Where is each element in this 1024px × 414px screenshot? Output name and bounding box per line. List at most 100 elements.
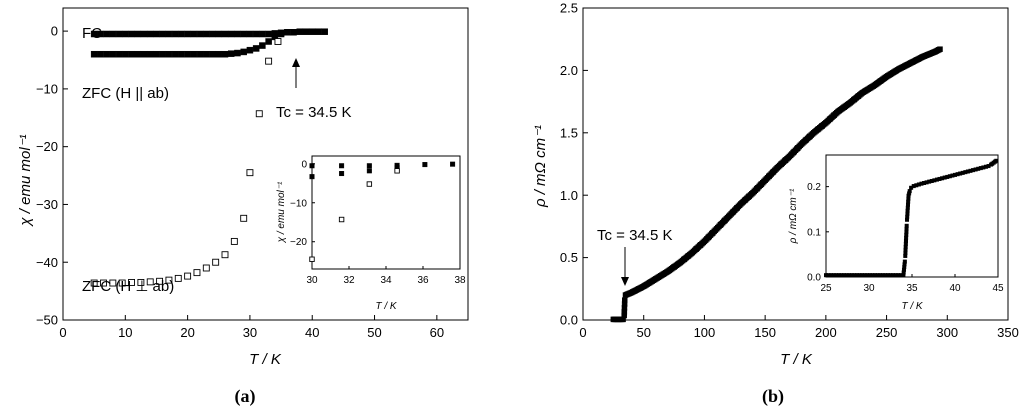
panel-a-y-ticks: 0 −10 −20 −30 −40 −50 [36,24,68,328]
panel-b-inset-series-0-point-82 [904,223,909,228]
panel-a-inset-y-tick-label-1: −10 [290,198,307,209]
panel-a-y-tick-label-2: −20 [36,139,58,154]
panel-b-series-0-point-304 [855,93,861,99]
panel-a-series-1-point-27 [259,42,266,49]
panel-a-series-0-point-32 [290,29,297,36]
panel-a-inset-series-1-point-0 [309,174,315,180]
panel-b-y-tick-label-5: 2.5 [560,1,578,16]
panel-b-inset-x-tick-label-1: 30 [863,283,875,294]
panel-b-y-ticks: 0.0 0.5 1.0 1.5 2.0 2.5 [560,1,588,328]
panel-a-series-2-point-7 [156,277,164,285]
panel-a-y-tick-label-1: −10 [36,81,58,96]
panel-a-x-tick-label-2: 20 [180,325,194,340]
panel-b-series-0-point-285 [734,205,740,211]
panel-b-x-axis-label: T / K [780,351,813,368]
panel-a-series-0-point-27 [259,30,266,38]
panel-a-inset-series-0-point-5 [450,161,456,167]
panel-a-inset-x-tick-label-2: 34 [380,275,392,286]
panel-a-series-1-point-28 [265,38,272,45]
panel-a-x-tick-label-5: 50 [367,325,381,340]
panel-a-series-0-point-19 [209,30,216,38]
panel-a-series-1-point-0 [90,50,98,58]
panel-b-y-tick-label-3: 1.5 [560,125,578,140]
panel-b-series-0-point-280 [705,234,712,240]
panel-b-series-0-point-284 [730,209,736,216]
fc-annotation: FC [82,25,102,42]
panel-a-series-2-point-2 [109,279,117,287]
panel-a-series-0-point-24 [240,30,247,38]
panel-a-x-axis-label: T / K [249,351,282,368]
panel-a-series-1-point-11 [159,50,166,58]
zfc-perpendicular-annotation: ZFC (H ⊥ ab) [82,278,174,295]
panel-a-y-tick-label-3: −30 [36,197,58,212]
panel-a-series-1-point-30 [277,30,285,38]
panel-b-y-axis-label: ρ / mΩ cm⁻¹ [532,125,549,208]
panel-a-series-0-point-9 [146,30,154,38]
panel-b-series-0-point-299 [819,123,825,129]
panel-b-x-tick-label-2: 100 [694,325,716,340]
panel-b-series-0-point-303 [851,96,857,103]
panel-a-inset-frame [311,155,461,270]
panel-a-series-1-point-2 [103,50,110,58]
panel-a-series-1-point-13 [171,50,179,58]
panel-a-x-tick-label-6: 60 [430,325,444,340]
panel-b-inset-y-tick-label-2: 0.2 [807,182,821,193]
panel-b-series-0-point-301 [831,112,837,119]
panel-b-points [610,46,943,323]
panel-b-inset: 25 30 35 40 45 0.0 0.1 0.2 T / K ρ / mΩ cm⁻¹ [788,154,1004,312]
panel-a-points [90,28,328,287]
panel-a-x-tick-label-4: 40 [305,325,319,340]
panel-a-series-0-point-7 [134,30,142,38]
zfc-parallel-annotation: ZFC (H || ab) [82,85,169,102]
panel-a-series-2-point-15 [230,237,238,245]
panel-a-inset-x-tick-label-1: 32 [343,275,355,286]
panel-a-y-tick-label-4: −40 [36,255,58,270]
panel-a-series-0-point-3 [109,30,117,38]
panel-a-series-2-point-4 [128,278,135,286]
panel-a-series-2-point-20 [274,38,282,45]
panel-a-series-1-point-26 [252,45,260,52]
panel-a-series-1-point-7 [134,50,142,58]
panel-a-series-1-point-19 [209,50,216,58]
panel-a-series-0-point-15 [184,30,191,38]
panel-a-inset-x-axis-label: T / K [375,301,397,312]
panel-b-inset-series-0-point-71 [902,259,907,264]
panel-a-series-0-point-13 [171,30,179,38]
panel-b-inset-x-tick-label-4: 45 [992,283,1004,294]
panel-b-x-tick-label-0: 0 [579,325,586,340]
panel-a-series-1-point-1 [97,50,104,58]
panel-a-series-0-point-6 [128,30,135,38]
panel-b-tc-annotation: Tc = 34.5 K [597,227,672,244]
panel-a-series-0-point-23 [234,30,241,38]
panel-a-series-2-point-12 [202,264,210,272]
panel-a-series-2-point-19 [265,57,273,65]
panel-b-series-0-point-295 [794,145,801,151]
panel-a-series-1-point-21 [221,50,229,58]
panel-b-series-0-point-279 [697,242,704,248]
panel-a-inset-y-axis-label: χ / emu mol⁻¹ [276,181,287,243]
panel-a-series-0-point-33 [296,28,304,35]
panel-a-series-2-point-10 [184,272,192,280]
panel-a-series-2-point-3 [118,279,126,287]
panel-b-series-0-point-292 [778,161,785,167]
panel-a-inset-series-0-point-2 [366,163,372,169]
panel-b-series-0-point-282 [717,221,724,228]
panel-b-inset-y-axis-label: ρ / mΩ cm⁻¹ [788,188,799,244]
panel-a-series-2-point-8 [165,276,173,284]
panel-a-y-tick-label-0: 0 [51,24,58,39]
panel-a-series-0-point-17 [196,30,204,38]
panel-a-x-tick-label-0: 0 [59,325,66,340]
panel-a-series-1-point-17 [196,50,204,58]
panel-b-x-tick-label-5: 250 [876,325,898,340]
panel-a-x-tick-label-3: 30 [243,325,257,340]
panel-b-inset-y-tick-label-0: 0.0 [807,273,821,284]
panel-a-inset-series-1-point-1 [339,171,345,177]
panel-a-inset-series-1-point-2 [366,168,372,174]
panel-b-series-0-point-276 [681,256,687,263]
panel-a-series-1-point-16 [190,50,198,58]
panel-a-series-0-point-18 [203,30,210,38]
panel-a-series-2-point-9 [174,274,182,282]
panel-b-x-tick-label-4: 200 [815,325,837,340]
panel-a-series-1-point-22 [227,50,235,57]
panel-a-inset-x-tick-label-4: 38 [454,275,466,286]
